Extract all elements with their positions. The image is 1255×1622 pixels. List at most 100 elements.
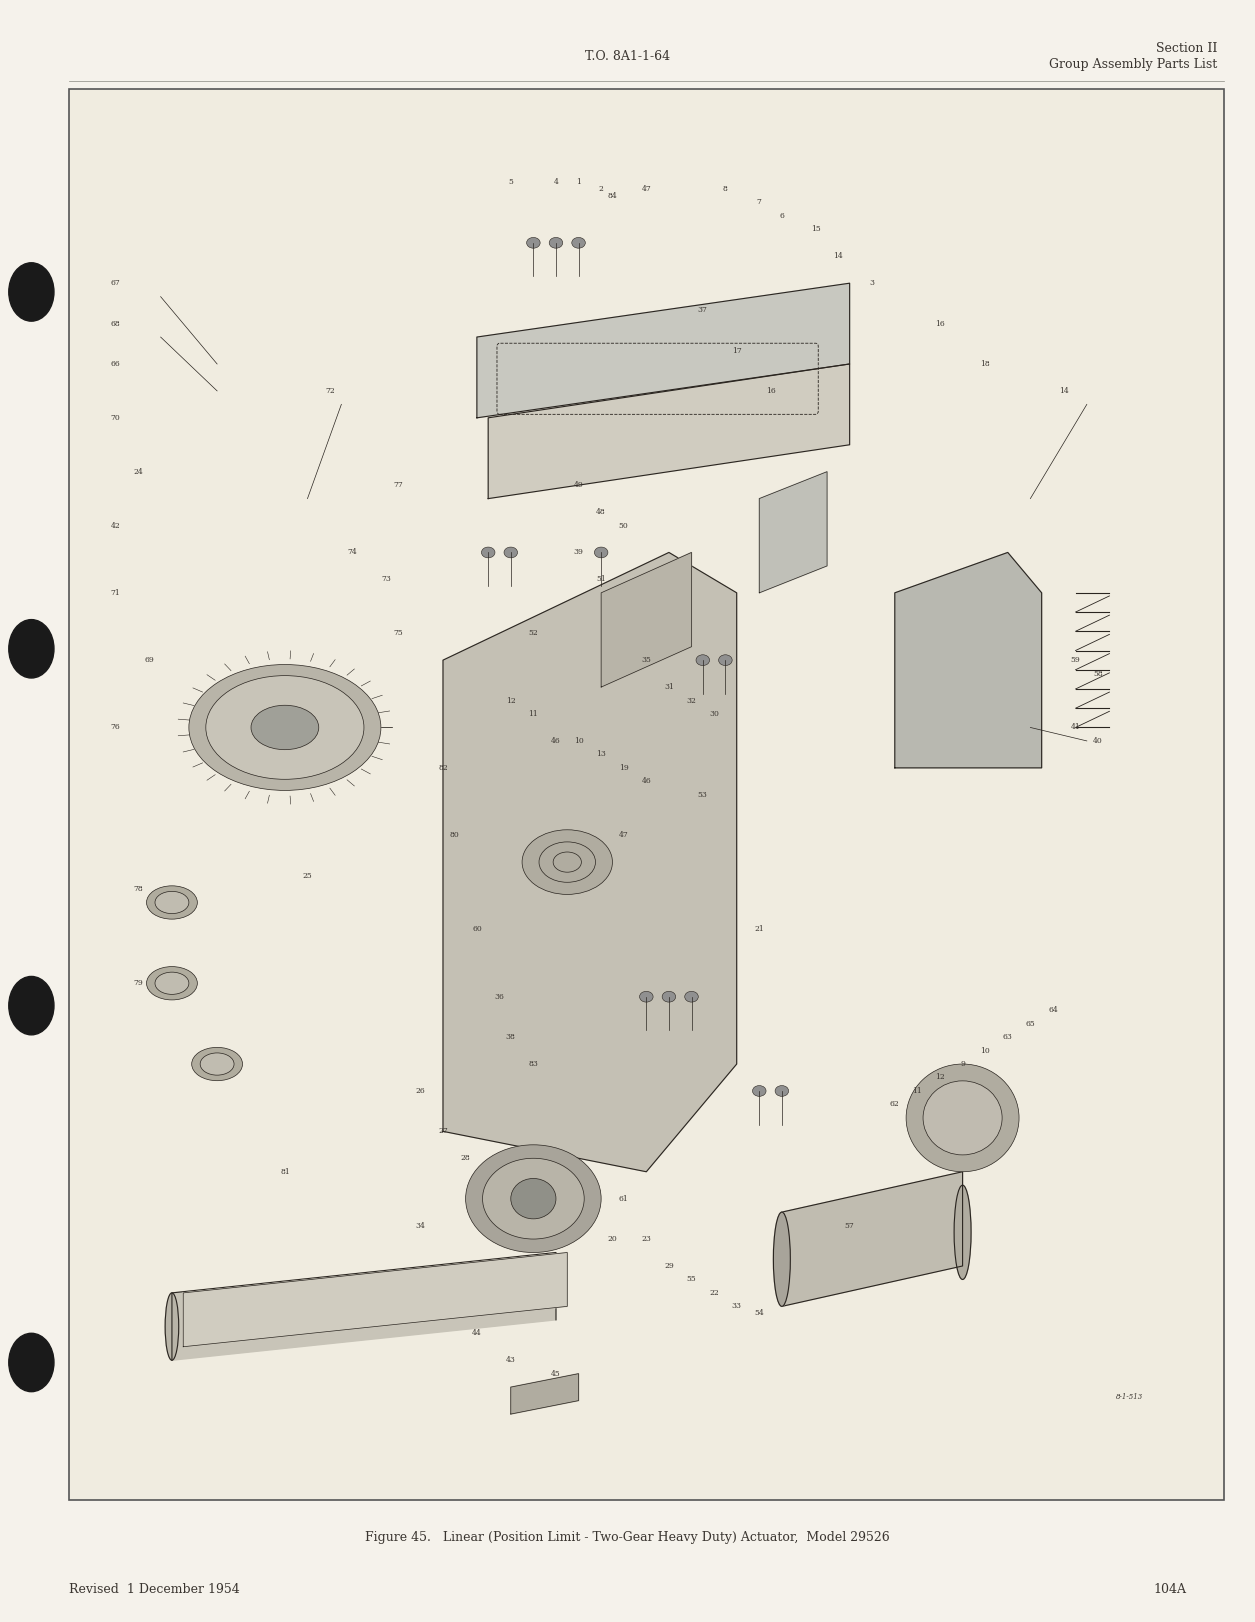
Text: 21: 21: [754, 926, 764, 933]
Ellipse shape: [206, 676, 364, 779]
Polygon shape: [443, 553, 737, 1171]
Text: Group Assembly Parts List: Group Assembly Parts List: [1049, 58, 1217, 71]
Polygon shape: [759, 472, 827, 594]
Ellipse shape: [482, 1158, 585, 1239]
Text: 26: 26: [415, 1087, 425, 1095]
Ellipse shape: [550, 237, 562, 248]
Text: 17: 17: [732, 347, 742, 355]
Ellipse shape: [251, 706, 319, 749]
Text: 32: 32: [686, 696, 697, 704]
Ellipse shape: [697, 655, 709, 665]
Ellipse shape: [201, 1053, 233, 1075]
Text: 31: 31: [664, 683, 674, 691]
Text: 11: 11: [528, 710, 538, 719]
Text: 9: 9: [960, 1061, 965, 1067]
Text: 77: 77: [393, 482, 403, 490]
Text: 84: 84: [607, 191, 617, 200]
Ellipse shape: [572, 237, 585, 248]
Ellipse shape: [924, 1080, 1003, 1155]
Text: 63: 63: [1003, 1033, 1013, 1041]
Text: 12: 12: [506, 696, 516, 704]
Text: 41: 41: [1071, 723, 1081, 732]
Text: 14: 14: [833, 253, 843, 260]
Polygon shape: [477, 284, 850, 418]
Text: 1: 1: [576, 178, 581, 187]
Text: 80: 80: [449, 830, 459, 839]
Text: 43: 43: [506, 1356, 516, 1364]
Text: 72: 72: [325, 388, 335, 394]
Text: 46: 46: [641, 777, 651, 785]
Text: 52: 52: [528, 629, 538, 637]
Text: 2: 2: [599, 185, 604, 193]
Text: 28: 28: [461, 1155, 471, 1163]
Text: 81: 81: [280, 1168, 290, 1176]
Text: 49: 49: [574, 482, 584, 490]
Text: 57: 57: [845, 1221, 855, 1229]
Ellipse shape: [522, 830, 612, 894]
Text: 19: 19: [619, 764, 629, 772]
Text: 35: 35: [641, 657, 651, 663]
Text: 83: 83: [528, 1061, 538, 1067]
Polygon shape: [511, 1374, 579, 1414]
Ellipse shape: [527, 237, 540, 248]
Text: 78: 78: [133, 886, 143, 894]
Text: 10: 10: [980, 1046, 990, 1054]
Bar: [69, 89, 1224, 1500]
Ellipse shape: [719, 655, 732, 665]
Text: 18: 18: [980, 360, 990, 368]
Polygon shape: [183, 1252, 567, 1346]
Ellipse shape: [954, 1186, 971, 1280]
Text: 79: 79: [133, 980, 143, 988]
Text: 8-1-513: 8-1-513: [1116, 1393, 1143, 1400]
Text: 55: 55: [686, 1275, 697, 1283]
Text: 58: 58: [1093, 670, 1103, 678]
Text: 47: 47: [619, 830, 629, 839]
Text: 50: 50: [619, 522, 629, 529]
Text: 16: 16: [935, 320, 945, 328]
Ellipse shape: [166, 1293, 178, 1361]
Text: 46: 46: [551, 736, 561, 744]
Text: 75: 75: [393, 629, 403, 637]
Ellipse shape: [147, 967, 197, 999]
Text: 37: 37: [698, 307, 708, 315]
Text: 71: 71: [110, 589, 120, 597]
Text: 24: 24: [133, 467, 143, 475]
Text: 34: 34: [415, 1221, 425, 1229]
Text: 48: 48: [596, 508, 606, 516]
Polygon shape: [782, 1171, 963, 1306]
Ellipse shape: [906, 1064, 1019, 1171]
Text: 40: 40: [1093, 736, 1103, 744]
Ellipse shape: [595, 547, 607, 558]
Text: 25: 25: [302, 871, 312, 879]
Text: 65: 65: [1025, 1020, 1035, 1028]
Text: 54: 54: [754, 1309, 764, 1317]
Text: T.O. 8A1-1-64: T.O. 8A1-1-64: [585, 50, 670, 63]
Polygon shape: [895, 553, 1042, 767]
Text: 8: 8: [723, 185, 728, 193]
Text: 76: 76: [110, 723, 120, 732]
Text: Revised  1 December 1954: Revised 1 December 1954: [69, 1583, 240, 1596]
Text: 13: 13: [596, 751, 606, 759]
Text: 29: 29: [664, 1262, 674, 1270]
Text: 27: 27: [438, 1127, 448, 1135]
Ellipse shape: [640, 991, 653, 1002]
Text: 73: 73: [382, 576, 392, 584]
Text: 30: 30: [709, 710, 719, 719]
Text: 42: 42: [110, 522, 120, 529]
Text: 7: 7: [757, 198, 762, 206]
Text: 12: 12: [935, 1074, 945, 1082]
Ellipse shape: [663, 991, 675, 1002]
Ellipse shape: [505, 547, 517, 558]
Text: 16: 16: [766, 388, 776, 394]
Text: 44: 44: [472, 1330, 482, 1337]
Text: 3: 3: [870, 279, 875, 287]
Text: 104A: 104A: [1153, 1583, 1186, 1596]
Text: 69: 69: [144, 657, 154, 663]
Ellipse shape: [188, 665, 382, 790]
Text: 5: 5: [508, 178, 513, 187]
Circle shape: [9, 620, 54, 678]
Text: Section II: Section II: [1156, 42, 1217, 55]
Text: 33: 33: [732, 1302, 742, 1311]
Ellipse shape: [156, 892, 188, 913]
Circle shape: [9, 976, 54, 1035]
